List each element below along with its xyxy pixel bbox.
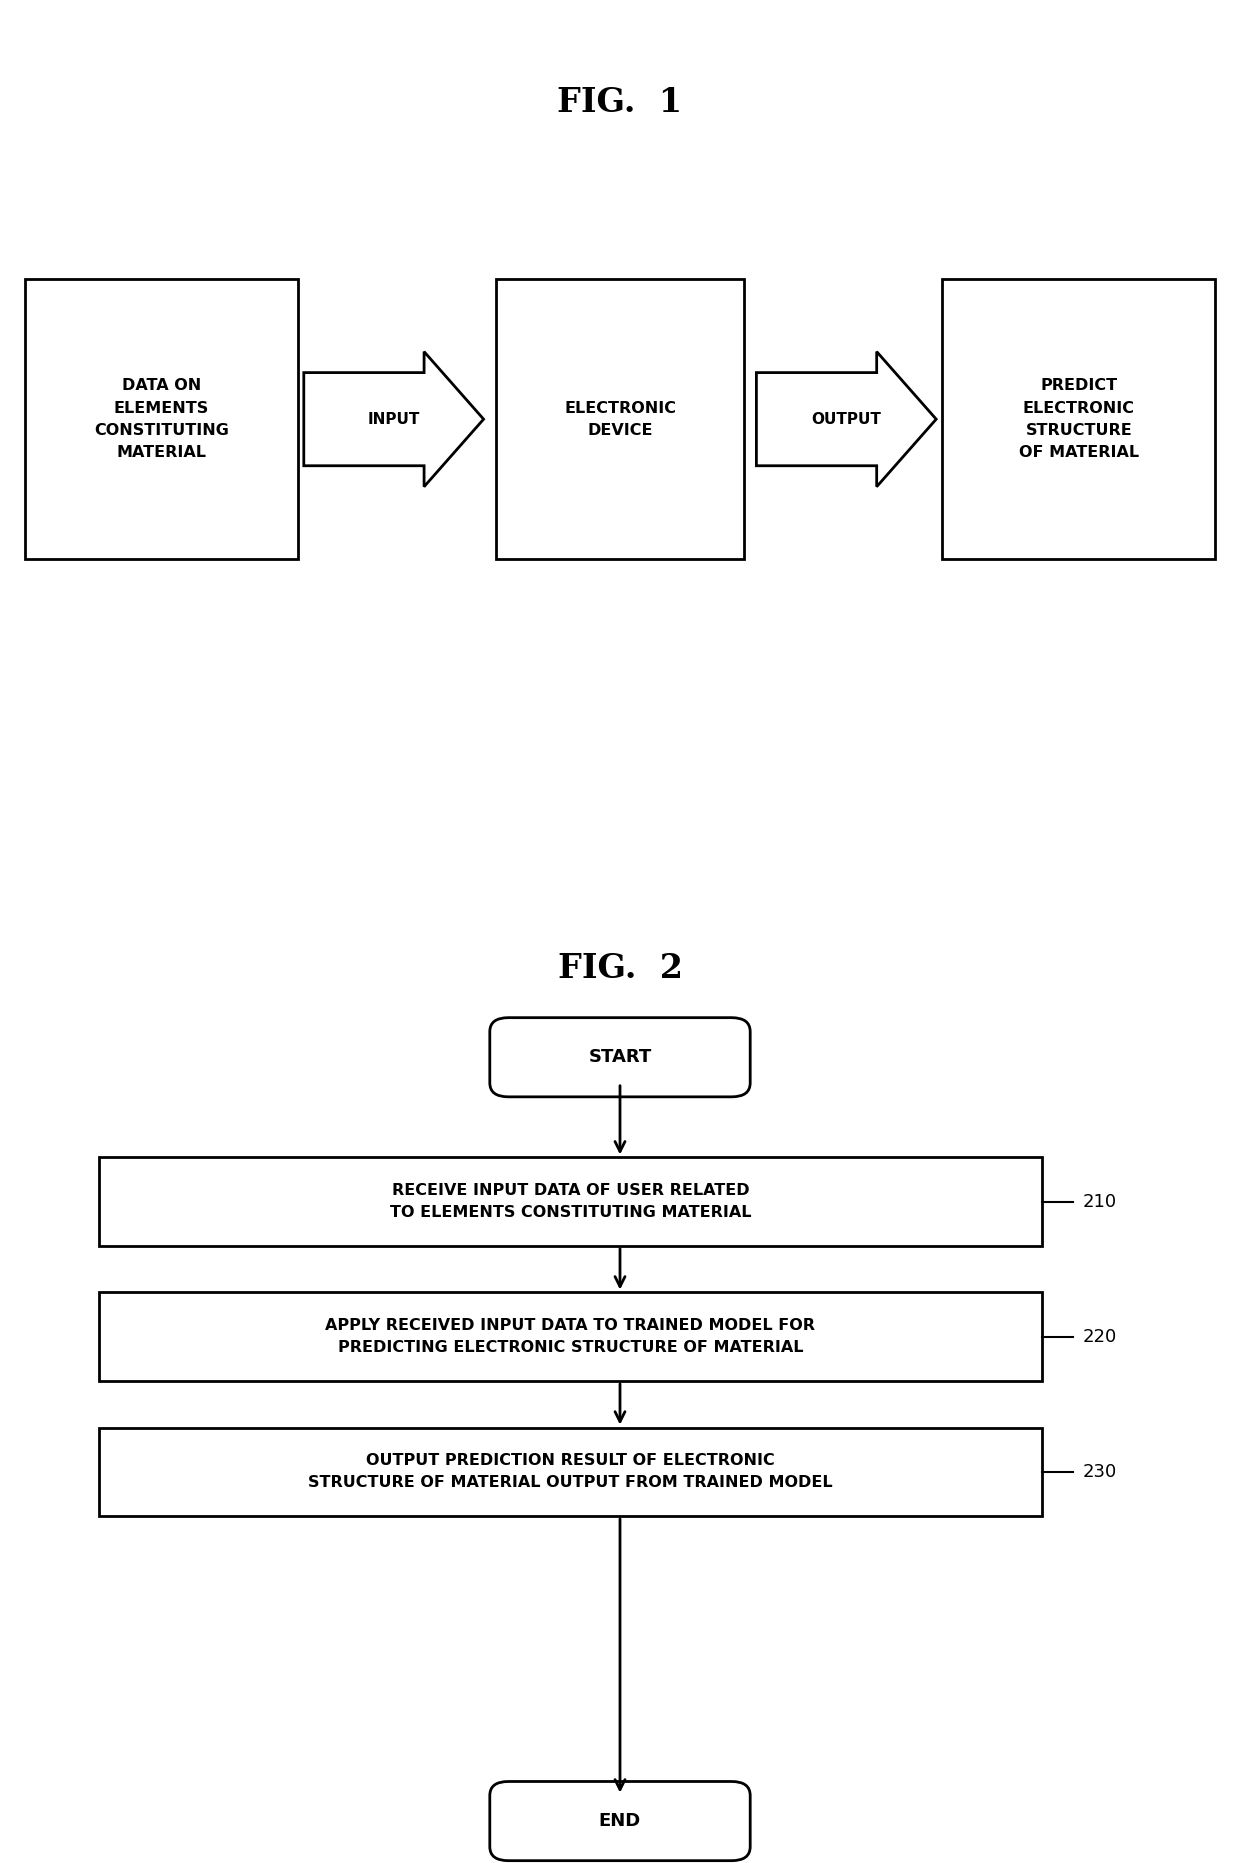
Text: INPUT: INPUT: [367, 412, 420, 427]
Text: FIG.  2: FIG. 2: [558, 952, 682, 986]
FancyBboxPatch shape: [496, 279, 744, 559]
Text: START: START: [588, 1049, 652, 1066]
Polygon shape: [756, 352, 936, 486]
Text: OUTPUT: OUTPUT: [811, 412, 882, 427]
FancyBboxPatch shape: [942, 279, 1215, 559]
FancyBboxPatch shape: [490, 1017, 750, 1097]
Text: 210: 210: [1083, 1192, 1117, 1211]
FancyBboxPatch shape: [99, 1427, 1042, 1516]
Text: PREDICT
ELECTRONIC
STRUCTURE
OF MATERIAL: PREDICT ELECTRONIC STRUCTURE OF MATERIAL: [1019, 378, 1138, 460]
Text: END: END: [599, 1813, 641, 1829]
Text: 230: 230: [1083, 1462, 1117, 1481]
Text: APPLY RECEIVED INPUT DATA TO TRAINED MODEL FOR
PREDICTING ELECTRONIC STRUCTURE O: APPLY RECEIVED INPUT DATA TO TRAINED MOD…: [325, 1319, 816, 1354]
Text: RECEIVE INPUT DATA OF USER RELATED
TO ELEMENTS CONSTITUTING MATERIAL: RECEIVE INPUT DATA OF USER RELATED TO EL…: [389, 1183, 751, 1220]
Text: OUTPUT PREDICTION RESULT OF ELECTRONIC
STRUCTURE OF MATERIAL OUTPUT FROM TRAINED: OUTPUT PREDICTION RESULT OF ELECTRONIC S…: [308, 1453, 833, 1490]
FancyBboxPatch shape: [25, 279, 298, 559]
Text: ELECTRONIC
DEVICE: ELECTRONIC DEVICE: [564, 401, 676, 438]
FancyBboxPatch shape: [490, 1781, 750, 1861]
Text: FIG.  1: FIG. 1: [558, 86, 682, 119]
Text: 220: 220: [1083, 1328, 1117, 1345]
Text: DATA ON
ELEMENTS
CONSTITUTING
MATERIAL: DATA ON ELEMENTS CONSTITUTING MATERIAL: [94, 378, 228, 460]
Polygon shape: [304, 352, 484, 486]
FancyBboxPatch shape: [99, 1293, 1042, 1380]
FancyBboxPatch shape: [99, 1157, 1042, 1246]
